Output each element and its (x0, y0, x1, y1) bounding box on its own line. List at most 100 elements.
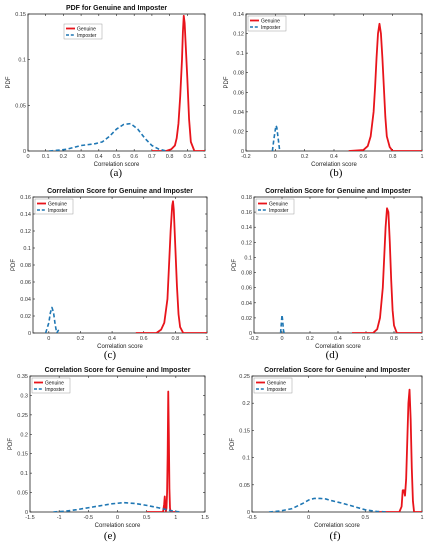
x-tick-label: 1 (420, 336, 423, 342)
x-tick-label: 0 (116, 515, 119, 521)
y-axis-label: PDF (232, 259, 238, 271)
x-tick-label: 0.7 (148, 154, 156, 160)
legend-imposter-label: Imposter (77, 33, 97, 39)
panel-caption: (c) (104, 349, 117, 361)
y-tick-label: 0.1 (18, 58, 26, 64)
chart-title: Correlation Score for Genuine and Impost… (265, 188, 411, 195)
chart-panel-c: Correlation Score for Genuine and Impost… (11, 188, 209, 361)
y-tick-label: 0.15 (239, 428, 250, 434)
legend-genuine-label: Genuine (269, 202, 288, 208)
y-tick-label: 0.02 (233, 129, 244, 135)
plot-area (245, 13, 423, 152)
y-tick-label: 0.05 (17, 491, 28, 497)
x-axis-label: Correlation score (314, 523, 360, 529)
y-tick-label: 0.04 (241, 301, 252, 307)
x-tick-label: 1.5 (201, 515, 209, 521)
y-tick-label: 0.35 (17, 374, 28, 380)
legend-imposter-label: Imposter (267, 387, 287, 393)
x-axis-label: Correlation score (94, 162, 140, 168)
y-tick-label: 0.25 (17, 413, 28, 419)
x-tick-label: 0.5 (362, 515, 370, 521)
y-tick-label: 0 (23, 149, 26, 155)
y-tick-label: 0.2 (20, 432, 28, 438)
legend-imposter-label: Imposter (45, 387, 65, 393)
chart-title: Correlation Score for Genuine and Impost… (264, 367, 410, 374)
y-tick-label: 0.08 (233, 71, 244, 77)
imposter-series-line (53, 501, 182, 512)
chart-panel-a: PDF for Genuine and Imposter 0 0.1 0.2 0.3 0.… (6, 5, 207, 179)
y-tick-label: 0.16 (241, 210, 252, 216)
y-tick-label: 0.2 (242, 401, 250, 407)
chart-panel-d: Correlation Score for Genuine and Impost… (232, 188, 424, 361)
legend-genuine-label: Genuine (77, 27, 96, 33)
plot-area (253, 196, 423, 334)
chart-title: Correlation Score for Genuine and Impost… (45, 367, 191, 374)
y-tick-label: 0.06 (241, 286, 252, 292)
x-tick-label: 1 (420, 154, 423, 160)
y-tick-label: 0.08 (20, 263, 31, 269)
x-tick-label: 0.2 (301, 154, 309, 160)
x-tick-label: 0.6 (360, 154, 368, 160)
y-tick-label: 0.06 (20, 280, 31, 286)
x-tick-label: 1 (420, 515, 423, 521)
plot-area (29, 375, 206, 513)
x-tick-label: -1 (57, 515, 62, 521)
chart-title: PDF for Genuine and Imposter (66, 5, 167, 12)
x-tick-label: -0.2 (249, 336, 258, 342)
imposter-series-line (49, 122, 167, 151)
y-tick-label: 0.14 (241, 225, 252, 231)
x-tick-label: 0.5 (143, 515, 151, 521)
x-tick-label: 0.8 (389, 154, 397, 160)
x-tick-label: 0 (26, 154, 29, 160)
imposter-series-line (279, 314, 285, 333)
y-tick-label: 0.15 (15, 12, 26, 18)
x-tick-label: 0.6 (140, 336, 148, 342)
y-tick-label: 0 (25, 510, 28, 516)
panel-caption: (d) (326, 349, 339, 361)
panel-caption: (e) (104, 530, 117, 542)
x-tick-label: 0 (280, 336, 283, 342)
y-tick-label: 0.1 (23, 246, 31, 252)
x-tick-label: -0.5 (247, 515, 256, 521)
y-tick-label: 0.14 (20, 212, 31, 218)
x-tick-label: 0.8 (390, 336, 398, 342)
y-tick-label: 0.1 (20, 471, 28, 477)
chart-panel-f: Correlation Score for Genuine and Impost… (230, 367, 424, 542)
y-tick-label: 0.05 (15, 103, 26, 109)
x-tick-label: 0.4 (330, 154, 338, 160)
y-tick-label: 0 (249, 331, 252, 337)
x-tick-label: -0.5 (84, 515, 93, 521)
x-tick-label: 0.9 (183, 154, 191, 160)
y-tick-label: 0.08 (241, 271, 252, 277)
x-tick-label: 0 (307, 515, 310, 521)
y-tick-label: 0.04 (233, 110, 244, 116)
imposter-series-line (271, 124, 281, 151)
y-tick-label: 0.12 (20, 229, 31, 235)
x-tick-label: 0.4 (108, 336, 116, 342)
y-tick-label: 0.15 (17, 452, 28, 458)
x-tick-label: 0.8 (166, 154, 174, 160)
chart-panel-b: -0.2 0 0.2 0.4 0.6 0.8 100.020.040.060.080.10.… (224, 12, 424, 179)
y-tick-label: 0.05 (239, 483, 250, 489)
y-tick-label: 0.25 (239, 374, 250, 380)
legend-genuine-label: Genuine (267, 381, 286, 387)
x-axis-label: Correlation score (95, 523, 141, 529)
y-tick-label: 0.02 (241, 316, 252, 322)
panel-caption: (f) (330, 530, 341, 542)
chart-panel-e: Correlation Score for Genuine and Impost… (8, 367, 209, 542)
legend-imposter-label: Imposter (269, 208, 289, 214)
y-tick-label: 0 (28, 331, 31, 337)
x-tick-label: 0.1 (42, 154, 50, 160)
genuine-series-line (348, 22, 422, 151)
x-tick-label: 0.4 (95, 154, 103, 160)
y-tick-label: 0.14 (233, 12, 244, 18)
genuine-series-line (352, 207, 422, 333)
imposter-series-line (44, 306, 61, 333)
legend-imposter-label: Imposter (48, 208, 68, 214)
y-tick-label: 0.1 (236, 51, 244, 57)
y-axis-label: PDF (6, 76, 12, 88)
y-tick-label: 0.18 (241, 195, 252, 201)
